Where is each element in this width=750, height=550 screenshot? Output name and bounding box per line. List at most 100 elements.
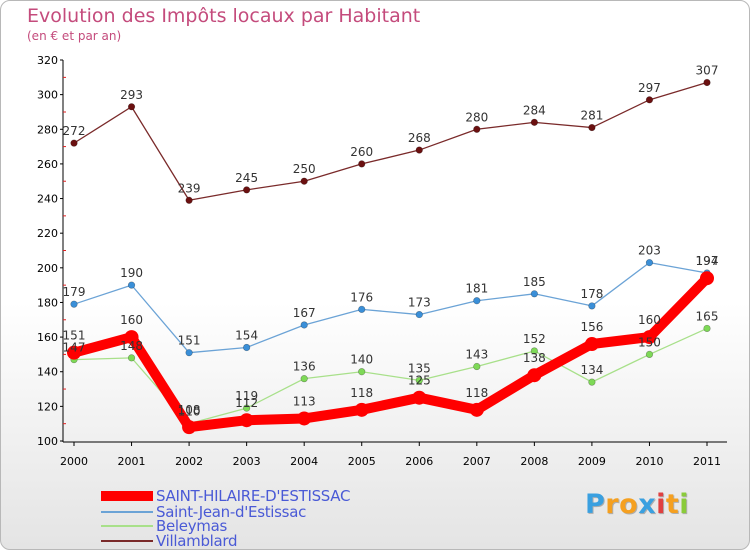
- data-label: 165: [696, 309, 719, 323]
- chart-subtitle: (en € et par an): [27, 29, 122, 43]
- data-point: [127, 103, 136, 111]
- data-point: [588, 302, 596, 310]
- data-label: 140: [350, 353, 373, 367]
- data-point: [530, 347, 538, 355]
- data-label: 260: [350, 145, 373, 159]
- data-label: 284: [523, 103, 546, 117]
- logo-letter: r: [605, 489, 620, 520]
- data-point: [473, 362, 481, 371]
- x-tick-label: 2003: [233, 455, 261, 468]
- data-label: 118: [350, 386, 373, 400]
- data-label: 151: [178, 334, 201, 348]
- data-label: 118: [465, 386, 488, 400]
- data-label: 194: [696, 254, 719, 268]
- y-tick-label: 140: [37, 366, 58, 379]
- data-label: 148: [120, 339, 143, 353]
- data-point: [127, 354, 136, 362]
- data-label: 173: [408, 296, 431, 310]
- legend-swatch-beleymas: [101, 525, 153, 527]
- x-tick-label: 2001: [118, 455, 146, 468]
- data-point: [415, 376, 423, 384]
- series-line-0: [69, 273, 712, 433]
- data-point: [300, 375, 308, 383]
- data-point: [415, 310, 423, 319]
- x-tick-label: 2009: [578, 455, 606, 468]
- data-label: 293: [120, 88, 143, 102]
- legend-label-saint-hilaire: SAINT-HILAIRE-D'ESTISSAC: [156, 487, 351, 505]
- data-label: 178: [580, 287, 603, 301]
- data-label: 160: [638, 313, 661, 327]
- data-label: 156: [580, 320, 603, 334]
- data-label: 268: [408, 131, 431, 145]
- data-label: 203: [638, 244, 661, 258]
- data-point: [70, 139, 78, 147]
- data-point: [358, 368, 366, 376]
- data-point: [243, 186, 251, 194]
- data-label: 110: [178, 405, 201, 419]
- data-label: 113: [293, 394, 316, 408]
- data-point: [469, 402, 484, 417]
- data-label: 281: [580, 109, 603, 123]
- data-point: [703, 78, 711, 87]
- data-label: 125: [408, 374, 431, 388]
- data-label: 152: [523, 332, 546, 346]
- x-tick-label: 2004: [290, 455, 318, 468]
- data-point: [703, 324, 711, 333]
- y-tick-label: 180: [37, 296, 58, 309]
- data-label: 154: [235, 328, 258, 342]
- series-line-3: [73, 81, 708, 201]
- x-tick-label: 2007: [463, 455, 491, 468]
- data-label: 280: [465, 110, 488, 124]
- logo-letter: i: [656, 489, 666, 520]
- y-tick-label: 240: [37, 193, 58, 206]
- y-tick-label: 300: [37, 89, 58, 102]
- data-point: [527, 368, 542, 383]
- y-tick-label: 220: [37, 227, 58, 240]
- data-label: 245: [235, 171, 258, 185]
- data-point: [354, 402, 369, 417]
- y-tick-label: 320: [37, 54, 58, 67]
- data-point: [530, 118, 538, 126]
- x-tick-label: 2006: [405, 455, 433, 468]
- x-tick-label: 2008: [520, 455, 548, 468]
- data-point: [243, 343, 251, 352]
- data-labels: 272 293 239 245 250 260 268 280 284 281 297 307 179 1…: [63, 64, 719, 419]
- data-point: [358, 160, 366, 168]
- legend-label-beleymas: Beleymas: [156, 517, 228, 535]
- data-label: 135: [408, 361, 431, 375]
- y-tick-label: 280: [37, 123, 58, 136]
- logo-letter: P: [585, 489, 606, 520]
- y-tick-label: 260: [37, 158, 58, 171]
- y-tick-label: 100: [37, 435, 58, 448]
- data-label: 112: [235, 396, 258, 410]
- data-point: [645, 259, 654, 267]
- y-tick-label: 120: [37, 400, 58, 413]
- data-point: [239, 413, 254, 428]
- legend-swatch-saint-hilaire: [101, 491, 153, 501]
- data-point: [645, 350, 654, 359]
- data-label: 147: [63, 341, 86, 355]
- data-label: 272: [63, 124, 86, 138]
- series-line-1: [73, 261, 708, 354]
- data-point: [584, 337, 599, 352]
- data-point: [300, 321, 308, 329]
- data-point: [300, 177, 308, 185]
- data-label: 160: [120, 313, 143, 327]
- data-point: [127, 281, 136, 289]
- data-label: 143: [465, 348, 488, 362]
- data-point: [358, 305, 366, 313]
- data-point: [415, 146, 423, 154]
- data-point: [70, 300, 78, 308]
- legend-label-villamblard: Villamblard: [156, 532, 238, 550]
- x-tick-label: 2002: [175, 455, 203, 468]
- data-point: [185, 349, 193, 357]
- data-label: 179: [63, 285, 86, 299]
- data-point: [530, 290, 538, 298]
- y-tick-label: 200: [37, 262, 58, 275]
- data-label: 138: [523, 351, 546, 365]
- x-tick-label: 2010: [635, 455, 663, 468]
- data-point: [642, 330, 657, 345]
- data-point: [412, 390, 427, 405]
